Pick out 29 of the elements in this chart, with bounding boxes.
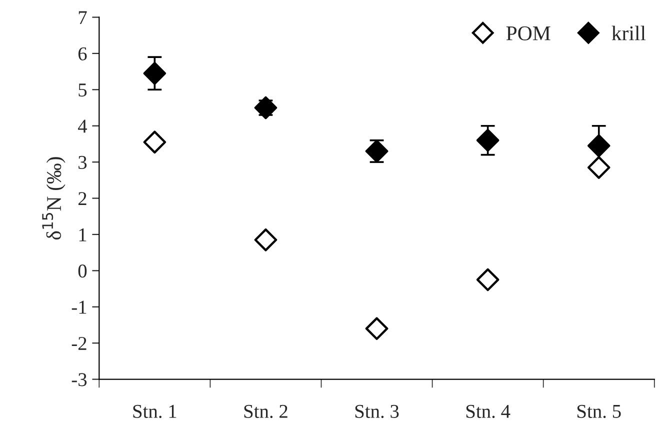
point	[254, 96, 278, 120]
point	[587, 134, 610, 158]
point	[476, 268, 500, 292]
x-tick-label: Stn. 2	[244, 404, 288, 418]
legend-label: POM	[506, 26, 550, 40]
x-tick-label: Stn. 4	[466, 404, 510, 418]
y-tick-label: 5	[78, 84, 87, 97]
y-tick-label: 7	[78, 11, 87, 24]
point	[365, 317, 388, 340]
point	[254, 228, 278, 252]
legend-label: krill	[612, 26, 646, 40]
y-tick-label: 2	[78, 192, 86, 206]
y-tick-label: -1	[72, 300, 86, 314]
x-tick-label: Stn. 5	[577, 404, 621, 418]
point	[476, 128, 500, 152]
point	[365, 140, 388, 163]
x-tick-label: Stn. 3	[355, 404, 399, 418]
y-tick-label: 4	[78, 120, 88, 133]
y-tick-label: 3	[78, 156, 87, 169]
y-tick-label: 1	[79, 228, 86, 242]
y-tick-label: -3	[72, 373, 87, 386]
point	[143, 130, 166, 154]
point	[143, 62, 166, 85]
y-axis-title: δ$^{15}$N (‰)	[42, 157, 66, 240]
y-tick-label: -2	[72, 336, 86, 350]
y-tick-label: 6	[78, 47, 87, 60]
x-tick-label: Stn. 1	[133, 404, 176, 418]
y-tick-label: 0	[78, 264, 87, 278]
point	[587, 156, 610, 179]
